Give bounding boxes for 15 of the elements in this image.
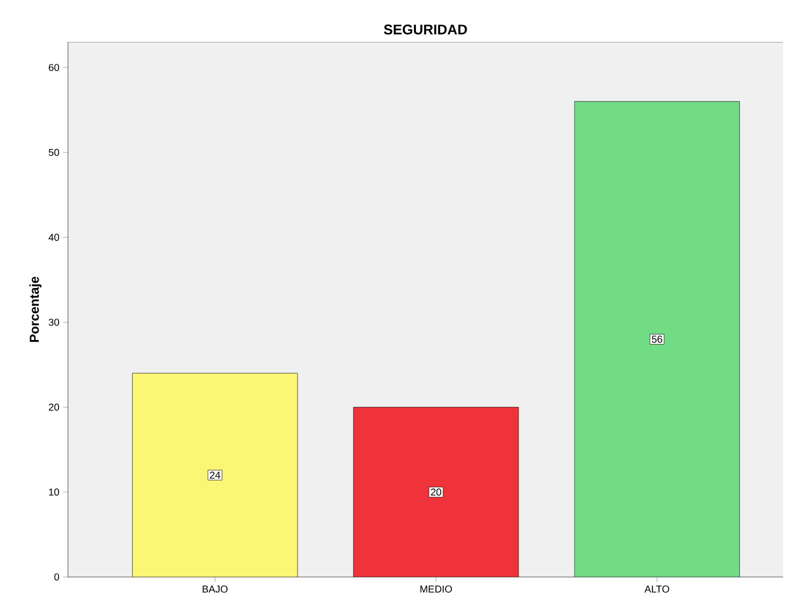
data-label: 56 [652, 336, 662, 343]
x-tick-label: MEDIO [420, 586, 452, 593]
y-tick-label: 40 [48, 234, 60, 241]
y-tick-label: 50 [48, 148, 60, 156]
y-tick-label: 60 [48, 64, 60, 72]
y-tick-label: 30 [48, 318, 60, 326]
chart-title: SEGURIDAD [384, 24, 467, 34]
x-tick-label: BAJO [202, 586, 228, 593]
y-axis-title: Porcentaje [29, 276, 42, 342]
y-tick-label: 0 [54, 573, 60, 581]
data-label: 24 [210, 472, 220, 479]
x-tick-label: ALTO [644, 586, 670, 593]
data-label: 20 [430, 488, 442, 496]
y-tick-label: 10 [49, 488, 60, 496]
y-tick-label: 20 [48, 404, 60, 411]
